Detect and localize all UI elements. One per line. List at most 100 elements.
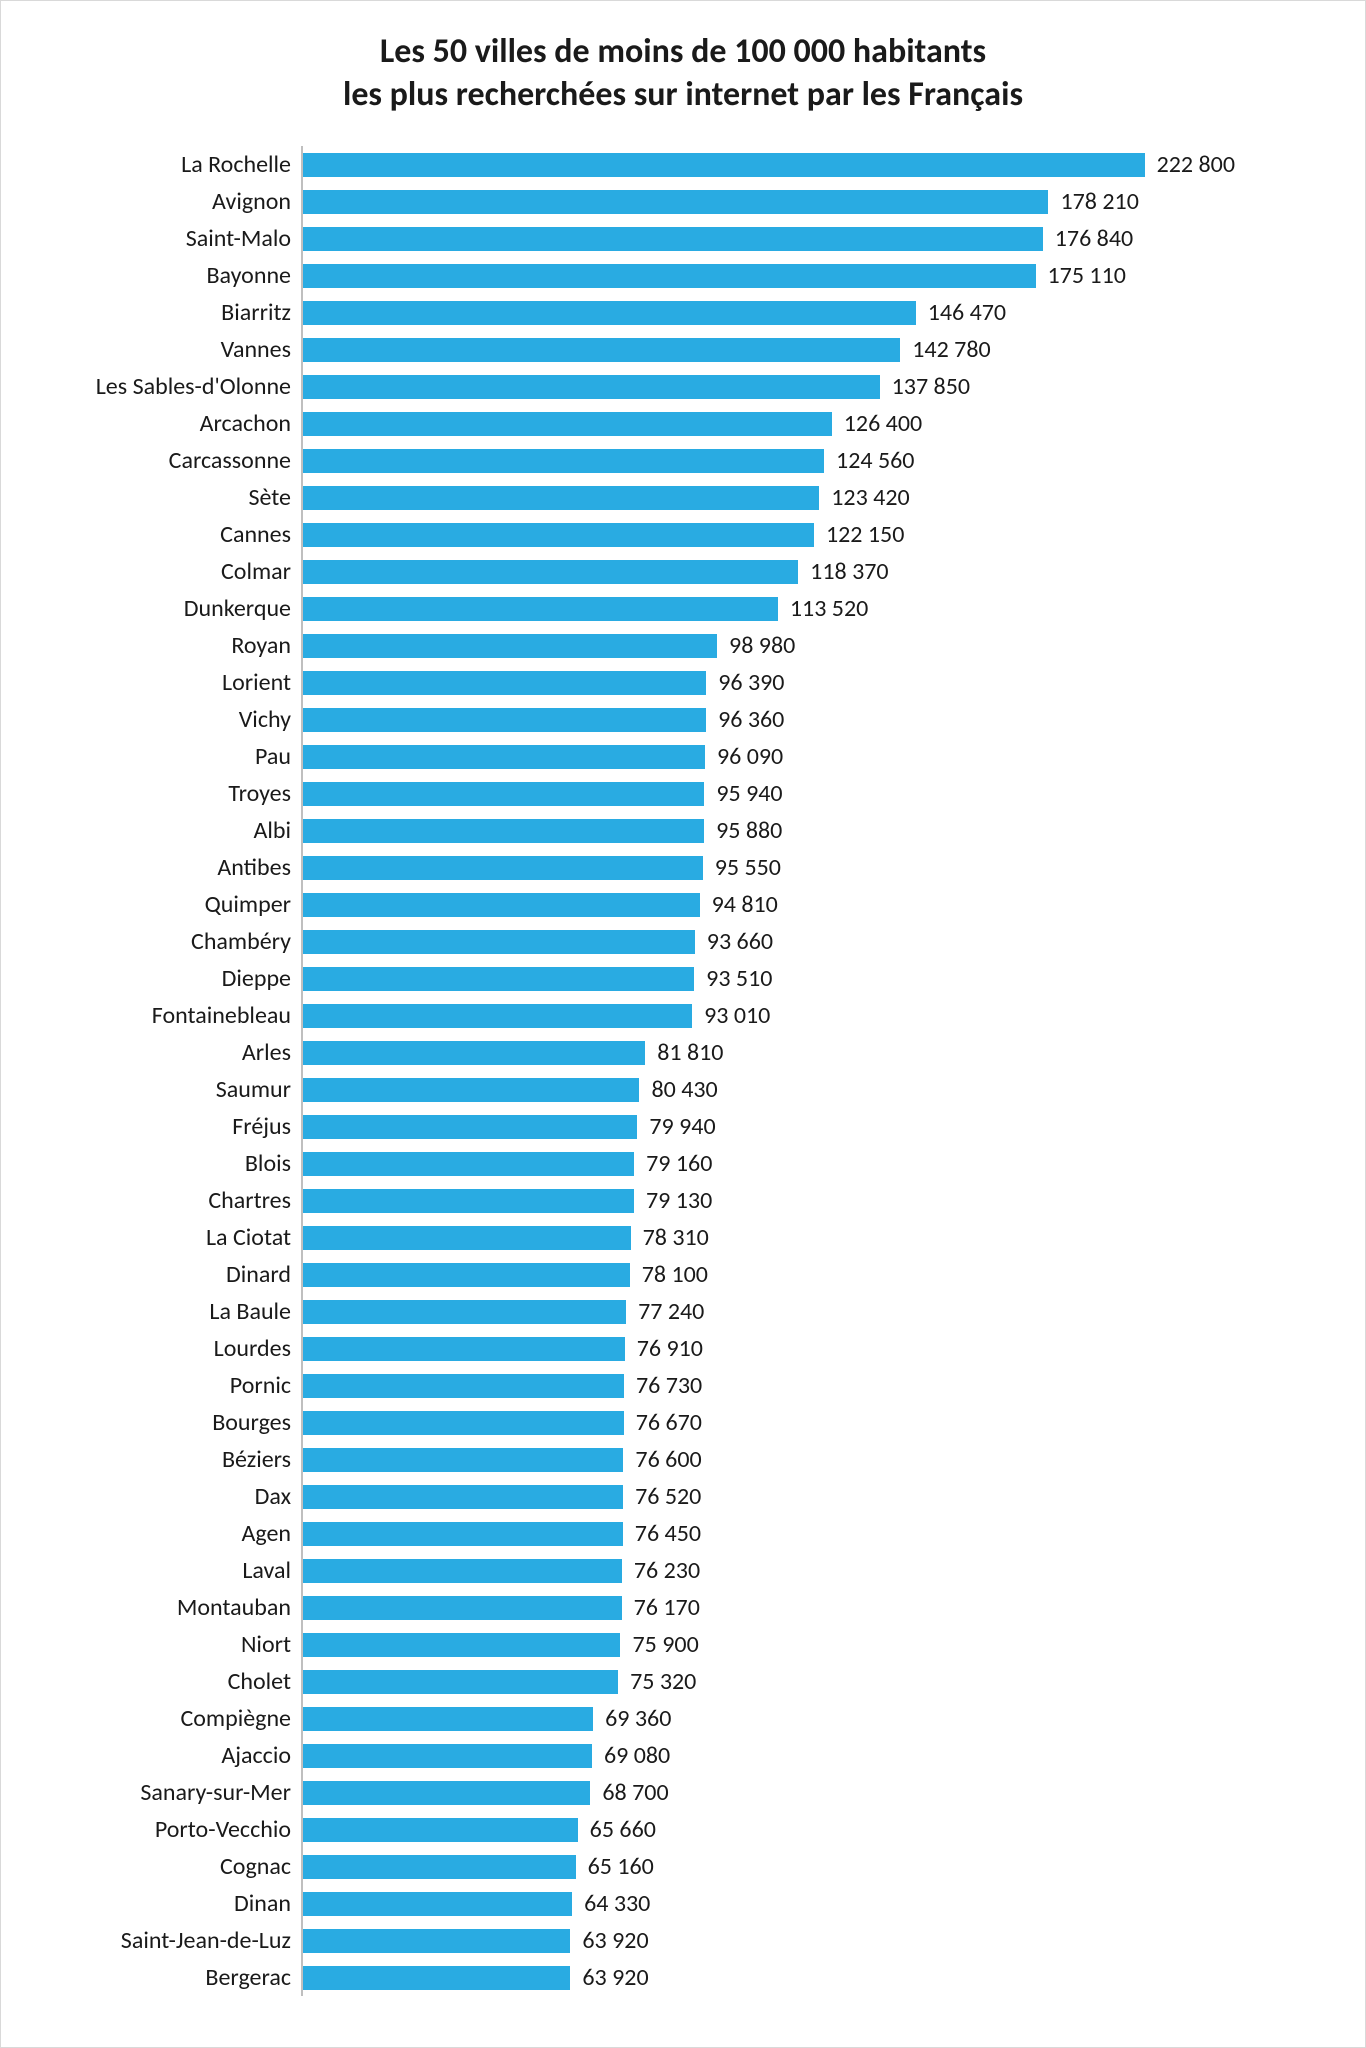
value-label: 118 370 bbox=[798, 557, 888, 586]
bar bbox=[303, 1374, 624, 1398]
bar-row: Dax76 520 bbox=[303, 1478, 1235, 1515]
value-label: 126 400 bbox=[832, 409, 922, 438]
bar-row: Sète123 420 bbox=[303, 479, 1235, 516]
value-label: 94 810 bbox=[700, 890, 778, 919]
category-label: Bayonne bbox=[206, 261, 303, 290]
bar bbox=[303, 1744, 592, 1768]
bar bbox=[303, 1966, 570, 1990]
category-label: Vichy bbox=[239, 705, 303, 734]
bar-row: Albi95 880 bbox=[303, 812, 1235, 849]
bar-row: Arcachon126 400 bbox=[303, 405, 1235, 442]
category-label: Laval bbox=[242, 1556, 303, 1585]
bar bbox=[303, 153, 1145, 177]
value-label: 63 920 bbox=[570, 1963, 648, 1992]
category-label: Cannes bbox=[220, 520, 303, 549]
category-label: Les Sables-d'Olonne bbox=[96, 372, 303, 401]
value-label: 142 780 bbox=[900, 335, 990, 364]
bar-row: Fréjus79 940 bbox=[303, 1108, 1235, 1145]
bar bbox=[303, 1559, 622, 1583]
category-label: Fréjus bbox=[232, 1112, 303, 1141]
bar-row: Vannes142 780 bbox=[303, 331, 1235, 368]
bar-row: Pau96 090 bbox=[303, 738, 1235, 775]
value-label: 75 320 bbox=[618, 1667, 696, 1696]
bar-row: La Ciotat78 310 bbox=[303, 1219, 1235, 1256]
category-label: Bergerac bbox=[205, 1963, 303, 1992]
bar-row: Laval76 230 bbox=[303, 1552, 1235, 1589]
value-label: 76 450 bbox=[623, 1519, 701, 1548]
bar-row: Dinan64 330 bbox=[303, 1885, 1235, 1922]
bar-row: Ajaccio69 080 bbox=[303, 1737, 1235, 1774]
bar bbox=[303, 1263, 630, 1287]
value-label: 76 170 bbox=[622, 1593, 700, 1622]
value-label: 176 840 bbox=[1043, 224, 1133, 253]
value-label: 79 940 bbox=[637, 1112, 715, 1141]
bar-row: Cholet75 320 bbox=[303, 1663, 1235, 1700]
category-label: Antibes bbox=[217, 853, 303, 882]
value-label: 68 700 bbox=[590, 1778, 668, 1807]
value-label: 75 900 bbox=[620, 1630, 698, 1659]
bar bbox=[303, 338, 900, 362]
category-label: La Ciotat bbox=[206, 1223, 303, 1252]
value-label: 146 470 bbox=[916, 298, 1006, 327]
bar-row: Dinard78 100 bbox=[303, 1256, 1235, 1293]
chart-title-line1: Les 50 villes de moins de 100 000 habita… bbox=[41, 31, 1325, 74]
bar-row: Bergerac63 920 bbox=[303, 1959, 1235, 1996]
bar bbox=[303, 597, 778, 621]
bar bbox=[303, 856, 703, 880]
bar-row: Royan98 980 bbox=[303, 627, 1235, 664]
value-label: 76 600 bbox=[623, 1445, 701, 1474]
category-label: Chartres bbox=[208, 1186, 303, 1215]
value-label: 76 230 bbox=[622, 1556, 700, 1585]
bar bbox=[303, 1337, 625, 1361]
bar bbox=[303, 412, 832, 436]
value-label: 63 920 bbox=[570, 1926, 648, 1955]
category-label: Vannes bbox=[221, 335, 303, 364]
bar-row: Béziers76 600 bbox=[303, 1441, 1235, 1478]
category-label: Dunkerque bbox=[184, 594, 303, 623]
bar-row: Agen76 450 bbox=[303, 1515, 1235, 1552]
value-label: 69 080 bbox=[592, 1741, 670, 1770]
value-label: 95 550 bbox=[703, 853, 781, 882]
bar-row: Bayonne175 110 bbox=[303, 257, 1235, 294]
category-label: Saint-Malo bbox=[186, 224, 303, 253]
bar-row: Fontainebleau93 010 bbox=[303, 997, 1235, 1034]
bar-row: Pornic76 730 bbox=[303, 1367, 1235, 1404]
value-label: 78 310 bbox=[631, 1223, 709, 1252]
category-label: Quimper bbox=[205, 890, 303, 919]
value-label: 113 520 bbox=[778, 594, 868, 623]
bar bbox=[303, 930, 695, 954]
category-label: Saint-Jean-de-Luz bbox=[121, 1926, 303, 1955]
bar-row: Cannes122 150 bbox=[303, 516, 1235, 553]
value-label: 77 240 bbox=[626, 1297, 704, 1326]
bar bbox=[303, 745, 705, 769]
bar-row: Porto-Vecchio65 660 bbox=[303, 1811, 1235, 1848]
category-label: Sète bbox=[248, 483, 303, 512]
bar bbox=[303, 1152, 634, 1176]
bar-row: Antibes95 550 bbox=[303, 849, 1235, 886]
bar bbox=[303, 1633, 620, 1657]
value-label: 79 160 bbox=[634, 1149, 712, 1178]
bar-row: Quimper94 810 bbox=[303, 886, 1235, 923]
bar bbox=[303, 1300, 626, 1324]
bar-row: Blois79 160 bbox=[303, 1145, 1235, 1182]
category-label: Dinard bbox=[226, 1260, 303, 1289]
bar bbox=[303, 1115, 637, 1139]
category-label: Fontainebleau bbox=[152, 1001, 303, 1030]
bar-row: Bourges76 670 bbox=[303, 1404, 1235, 1441]
category-label: Blois bbox=[245, 1149, 303, 1178]
bar-row: Chartres79 130 bbox=[303, 1182, 1235, 1219]
bar bbox=[303, 893, 700, 917]
bar bbox=[303, 1078, 639, 1102]
category-label: Albi bbox=[253, 816, 303, 845]
bar-row: Dieppe93 510 bbox=[303, 960, 1235, 997]
category-label: Colmar bbox=[221, 557, 303, 586]
category-label: Carcassonne bbox=[169, 446, 303, 475]
bar bbox=[303, 560, 798, 584]
bar-row: Troyes95 940 bbox=[303, 775, 1235, 812]
category-label: Agen bbox=[241, 1519, 303, 1548]
category-label: Montauban bbox=[177, 1593, 303, 1622]
bar bbox=[303, 708, 706, 732]
bar-row: Montauban76 170 bbox=[303, 1589, 1235, 1626]
bar-row: Saumur80 430 bbox=[303, 1071, 1235, 1108]
bar-row: Dunkerque113 520 bbox=[303, 590, 1235, 627]
